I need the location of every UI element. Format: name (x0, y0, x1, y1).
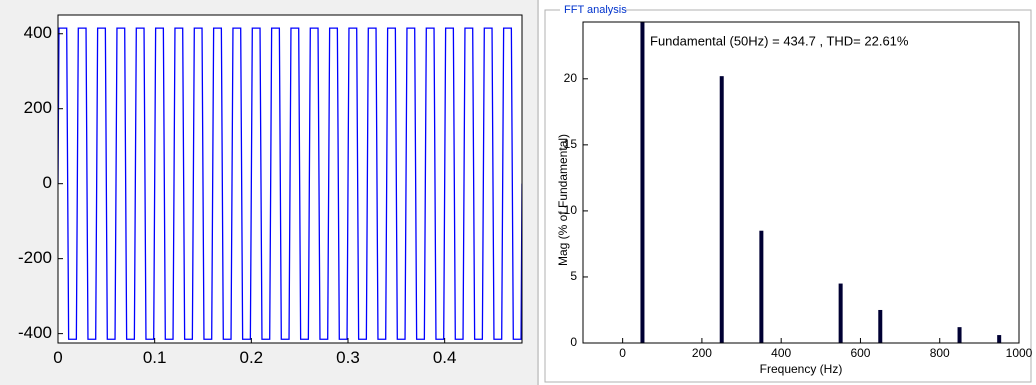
bar (759, 230, 764, 343)
x-tick-label: 0.3 (336, 348, 360, 367)
y-tick-label: 10 (564, 203, 578, 217)
y-tick-label: -400 (18, 323, 52, 342)
x-tick-label: 0 (53, 348, 62, 367)
annotation: Fundamental (50Hz) = 434.7 , THD= 22.61% (650, 33, 909, 48)
y-tick-label: 200 (24, 98, 52, 117)
x-tick-label: 400 (771, 346, 791, 360)
plot-area (58, 27, 522, 340)
y-axis-label: Mag (% of Fundamental) (556, 134, 570, 266)
x-tick-label: 0 (619, 346, 626, 360)
bar (640, 22, 645, 343)
x-tick-label: 1000 (1006, 346, 1033, 360)
axes-box (582, 21, 1020, 344)
group-title-bg (560, 3, 626, 17)
bar (719, 76, 724, 343)
x-tick-label: 0.4 (433, 348, 457, 367)
plot-area (640, 22, 1002, 343)
waveform (58, 27, 522, 340)
y-tick-label: 15 (564, 137, 578, 151)
y-tick-label: -200 (18, 248, 52, 267)
y-tick-label: 0 (570, 335, 577, 349)
bar (878, 309, 883, 343)
y-tick-label: 0 (43, 173, 52, 192)
y-tick-label: 5 (570, 269, 577, 283)
bar (838, 283, 843, 343)
x-tick-label: 0.2 (240, 348, 264, 367)
y-tick-label: 400 (24, 23, 52, 42)
x-tick-label: 0.1 (143, 348, 167, 367)
x-tick-label: 600 (850, 346, 870, 360)
y-tick-label: 20 (564, 71, 578, 85)
bar (997, 335, 1002, 343)
x-tick-label: 200 (692, 346, 712, 360)
bar (957, 327, 962, 343)
axes-box (57, 14, 523, 344)
group-box (544, 9, 1032, 383)
panel-title: FFT analysis (564, 4, 627, 16)
x-tick-label: 800 (930, 346, 950, 360)
x-axis-label: Frequency (Hz) (760, 362, 843, 376)
